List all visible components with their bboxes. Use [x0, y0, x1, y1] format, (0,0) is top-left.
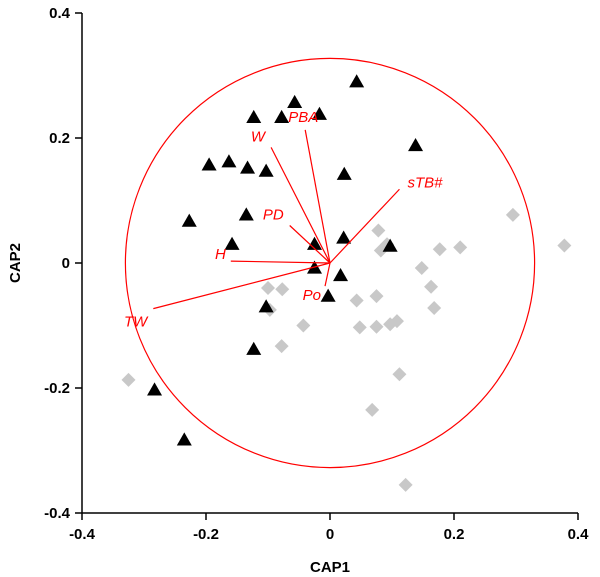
y-ticks: -0.4 -0.2 0 0.2 0.4	[44, 5, 82, 522]
triangle-point	[176, 432, 192, 446]
triangle-point	[307, 236, 322, 250]
y-axis-title: CAP2	[7, 243, 24, 283]
triangle-series	[147, 74, 424, 446]
vector-label: H	[215, 246, 226, 263]
triangle-point	[181, 213, 197, 227]
diamond-point	[557, 238, 572, 253]
triangle-point	[238, 207, 254, 221]
y-tick-label: -0.2	[44, 380, 70, 397]
diamond-series	[121, 207, 572, 492]
triangle-point	[224, 236, 240, 250]
diamond-point	[373, 243, 388, 258]
vector-label: PD	[263, 207, 284, 224]
diamond-point	[121, 372, 136, 387]
triangle-point	[336, 230, 352, 244]
vector-line	[230, 260, 331, 264]
triangle-point	[287, 94, 303, 108]
diamond-point	[371, 223, 386, 238]
triangle-point	[349, 74, 365, 88]
diamond-point	[392, 367, 407, 382]
y-tick-label: 0.2	[49, 130, 70, 147]
x-tick-label: -0.2	[193, 526, 219, 543]
triangle-point	[258, 299, 274, 313]
triangle-point	[246, 109, 262, 123]
triangle-point	[240, 160, 256, 174]
diamond-point	[427, 301, 442, 315]
diamond-point	[349, 293, 364, 308]
diamond-point	[369, 289, 384, 304]
y-tick-label: 0.4	[49, 5, 71, 22]
diamond-point	[424, 279, 439, 294]
equilibrium-circle	[124, 57, 536, 469]
diamond-point	[274, 339, 289, 354]
triangle-point	[408, 138, 424, 152]
x-tick-label: 0.4	[568, 526, 590, 543]
axes: -0.4 -0.2 0 0.2 0.4 -0.4 -0.2 0 0.2 0.4	[44, 5, 589, 543]
triangle-point	[336, 166, 352, 180]
vector-line	[289, 225, 331, 264]
diamond-point	[352, 320, 367, 335]
triangle-point	[201, 157, 217, 171]
diamond-point	[414, 261, 429, 275]
x-tick-label: 0.2	[444, 526, 465, 543]
triangle-point	[246, 341, 262, 355]
diamond-point	[365, 402, 380, 417]
vector-line	[324, 262, 331, 287]
diamond-point	[453, 240, 468, 255]
vector-line	[329, 188, 400, 264]
vector-line	[153, 262, 331, 310]
diamond-point	[505, 207, 520, 222]
x-tick-label: -0.4	[69, 526, 96, 543]
vector-label: PBA	[288, 109, 318, 126]
triangle-point	[333, 268, 349, 282]
triangle-point	[382, 238, 398, 252]
triangle-point	[258, 163, 274, 177]
triangle-point	[274, 109, 290, 123]
vector-label: TW	[124, 314, 149, 331]
triangle-point	[221, 154, 237, 168]
diamond-point	[275, 282, 290, 297]
diamond-point	[296, 318, 311, 333]
x-tick-label: 0	[326, 526, 334, 543]
diamond-point	[389, 314, 404, 329]
vector-label: Po	[303, 287, 321, 304]
x-ticks: -0.4 -0.2 0 0.2 0.4	[69, 513, 589, 543]
triangle-point	[320, 288, 336, 302]
vector-label: W	[251, 128, 267, 145]
x-axis-title: CAP1	[310, 559, 350, 576]
diamond-point	[432, 242, 447, 257]
diamond-point	[369, 319, 384, 334]
vector-line	[304, 129, 331, 264]
diamond-point	[398, 477, 413, 492]
diamond-point	[261, 281, 275, 295]
vector-line	[270, 147, 331, 264]
y-tick-label: -0.4	[44, 505, 71, 522]
triangle-point	[311, 106, 327, 120]
triangle-point	[147, 382, 163, 396]
vector-label: sTB#	[407, 174, 443, 191]
y-tick-label: 0	[62, 255, 70, 272]
